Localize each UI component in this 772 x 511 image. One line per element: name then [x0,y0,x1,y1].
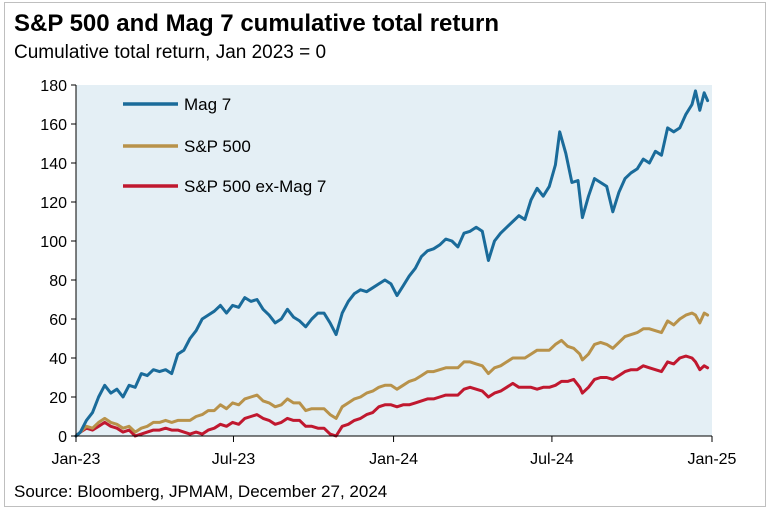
y-tick-label: 60 [49,312,67,329]
y-tick-label: 160 [40,117,67,134]
chart-frame [4,2,766,507]
series-line-s-p-500 [74,311,710,438]
y-tick-label: 20 [49,390,67,407]
y-tick-label: 120 [40,195,67,212]
series-line-s-p-500-ex-mag-7 [74,354,710,438]
y-tick-label: 140 [40,156,67,173]
legend-label: S&P 500 ex-Mag 7 [184,177,326,196]
legend-label: S&P 500 [184,137,251,156]
x-tick-label: Jul-24 [530,451,574,468]
chart-title: S&P 500 and Mag 7 cumulative total retur… [14,10,500,37]
x-tick-label: Jan-25 [688,451,737,468]
y-tick-label: 0 [58,429,67,446]
y-tick-label: 180 [40,78,67,95]
y-tick-label: 100 [40,234,67,251]
y-tick-label: 80 [49,273,67,290]
x-tick-label: Jan-23 [52,451,101,468]
plot-area [76,85,712,436]
x-tick-label: Jan-24 [369,451,418,468]
chart-subtitle: Cumulative total return, Jan 2023 = 0 [14,42,327,63]
legend-label: Mag 7 [184,95,231,114]
chart-source: Source: Bloomberg, JPMAM, December 27, 2… [14,482,388,501]
y-tick-label: 40 [49,351,67,368]
series-line-mag-7 [74,89,710,438]
x-tick-label: Jul-23 [212,451,256,468]
